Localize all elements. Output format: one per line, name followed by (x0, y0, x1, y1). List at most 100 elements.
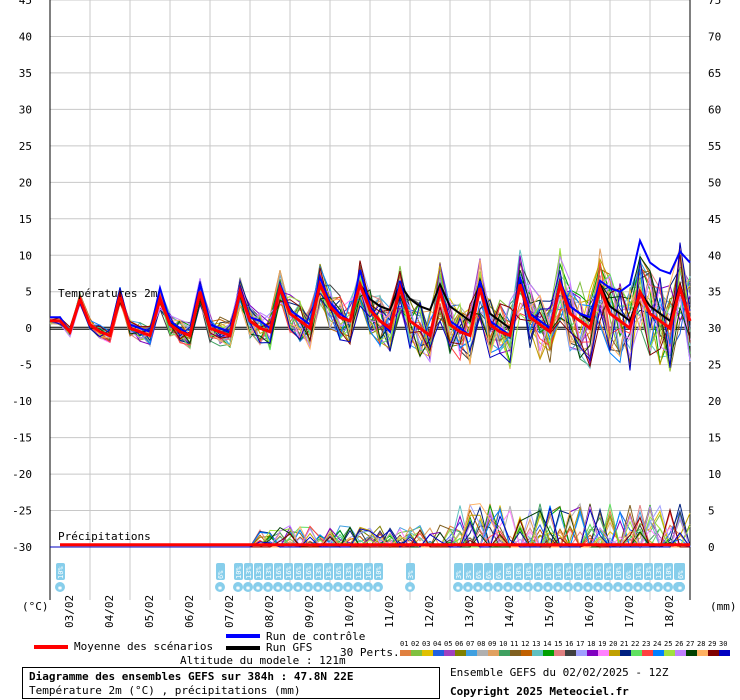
snowflake-glyph: ✱ (496, 584, 501, 592)
right-tick-label: 55 (708, 140, 721, 153)
snowflake-glyph: ✱ (256, 584, 261, 592)
snow-markers: 10%✱6%✱10%✱13%✱13%✱13%✱16%✱16%✱16%✱16%✱1… (55, 563, 685, 592)
snowflake-icon (233, 582, 243, 592)
snowflake-icon (323, 582, 333, 592)
palette-number: 14 (543, 640, 552, 648)
snow-marker-label: 13% (245, 566, 253, 579)
snowflake-icon (453, 582, 463, 592)
snow-marker-badge (406, 563, 415, 580)
right-tick-label: 5 (708, 505, 715, 518)
snow-marker: 13% ✱ (323, 563, 333, 592)
snow-marker-label: 10% (235, 566, 243, 579)
x-tick-label: 18/02 (663, 595, 676, 628)
snowflake-glyph: ✱ (586, 584, 591, 592)
snow-marker: 6% ✱ (215, 563, 225, 592)
palette-swatch (565, 650, 576, 656)
copyright: Copyright 2025 Meteociel.fr (450, 685, 629, 698)
snowflake-icon (613, 582, 623, 592)
right-tick-label: 10 (708, 468, 721, 481)
snow-marker-label: 6% (475, 570, 483, 579)
x-tick-label: 04/02 (103, 595, 116, 628)
snow-marker-badge (284, 563, 293, 580)
snow-marker-badge (354, 563, 363, 580)
snowflake-icon (253, 582, 263, 592)
snowflake-glyph: ✱ (678, 584, 683, 592)
snow-marker: 13% ✱ (343, 563, 353, 592)
snow-marker: 16% ✱ (333, 563, 343, 592)
snowflake-icon (373, 582, 383, 592)
snow-marker-label: 10% (57, 566, 65, 579)
palette-number: 04 (433, 640, 442, 648)
snow-marker: 10% ✱ (55, 563, 65, 592)
left-tick-label: -30 (12, 541, 32, 554)
palette-number: 10 (499, 640, 508, 648)
snow-marker: 16% ✱ (303, 563, 313, 592)
snow-marker-badge (244, 563, 253, 580)
snow-marker-badge (594, 563, 603, 580)
snowflake-glyph: ✱ (306, 584, 311, 592)
snowflake-icon (215, 582, 225, 592)
snow-marker-label: 16% (285, 566, 293, 579)
snow-marker-badge (304, 563, 313, 580)
snow-marker-label: 10% (635, 566, 643, 579)
snowflake-icon (653, 582, 663, 592)
right-tick-label: 40 (708, 249, 721, 262)
snowflake-glyph: ✱ (486, 584, 491, 592)
snow-marker-badge (314, 563, 323, 580)
snow-marker-label: 13% (645, 566, 653, 579)
palette-number: 28 (697, 640, 706, 648)
snow-marker: 13% ✱ (353, 563, 363, 592)
snowflake-icon (603, 582, 613, 592)
snow-marker: 16% ✱ (283, 563, 293, 592)
palette-number: 26 (675, 640, 684, 648)
snow-marker-badge (454, 563, 463, 580)
snowflake-icon (343, 582, 353, 592)
x-tick-label: 10/02 (343, 595, 356, 628)
snow-marker: 10% ✱ (513, 563, 523, 592)
snow-marker-badge (654, 563, 663, 580)
mean-series-line (50, 278, 692, 339)
palette-swatch (642, 650, 653, 656)
snowflake-glyph: ✱ (626, 584, 631, 592)
snow-marker-label: 13% (355, 566, 363, 579)
left-tick-label: 10 (19, 249, 32, 262)
snowflake-glyph: ✱ (266, 584, 271, 592)
snowflake-icon (483, 582, 493, 592)
snowflake-glyph: ✱ (616, 584, 621, 592)
altitude-label: Altitude du modele : 121m (180, 654, 346, 667)
snow-marker-badge (534, 563, 543, 580)
snow-marker-badge (254, 563, 263, 580)
legend-mean-label: Moyenne des scénarios (74, 640, 214, 653)
palette-swatch (609, 650, 620, 656)
palette-swatch (576, 650, 587, 656)
snow-marker-label: 10% (525, 566, 533, 579)
right-tick-label: 70 (708, 30, 721, 43)
temperature-panel-label: Températures 2m (58, 287, 158, 300)
snowflake-icon (513, 582, 523, 592)
left-tick-label: 20 (19, 176, 32, 189)
snow-marker: 10% ✱ (523, 563, 533, 592)
right-tick-label: 35 (708, 286, 721, 299)
snow-marker: 3% ✱ (463, 563, 473, 592)
palette-number: 15 (554, 640, 563, 648)
snowflake-glyph: ✱ (556, 584, 561, 592)
snowflake-glyph: ✱ (408, 584, 413, 592)
x-tick-label: 09/02 (303, 595, 316, 628)
snow-marker-badge (634, 563, 643, 580)
snow-marker-label: 10% (505, 566, 513, 579)
snowflake-icon (273, 582, 283, 592)
palette-swatch (697, 650, 708, 656)
snow-marker-badge (216, 563, 225, 580)
palette-swatch (444, 650, 455, 656)
snowflake-glyph: ✱ (326, 584, 331, 592)
palette-number: 09 (488, 640, 497, 648)
right-tick-label: 30 (708, 322, 721, 335)
snow-marker: 6% ✱ (493, 563, 503, 592)
left-tick-label: 45 (19, 0, 32, 7)
snow-marker-badge (294, 563, 303, 580)
snowflake-glyph: ✱ (376, 584, 381, 592)
snow-marker: 6% ✱ (473, 563, 483, 592)
snow-marker: 6% ✱ (623, 563, 633, 592)
snowflake-glyph: ✱ (466, 584, 471, 592)
